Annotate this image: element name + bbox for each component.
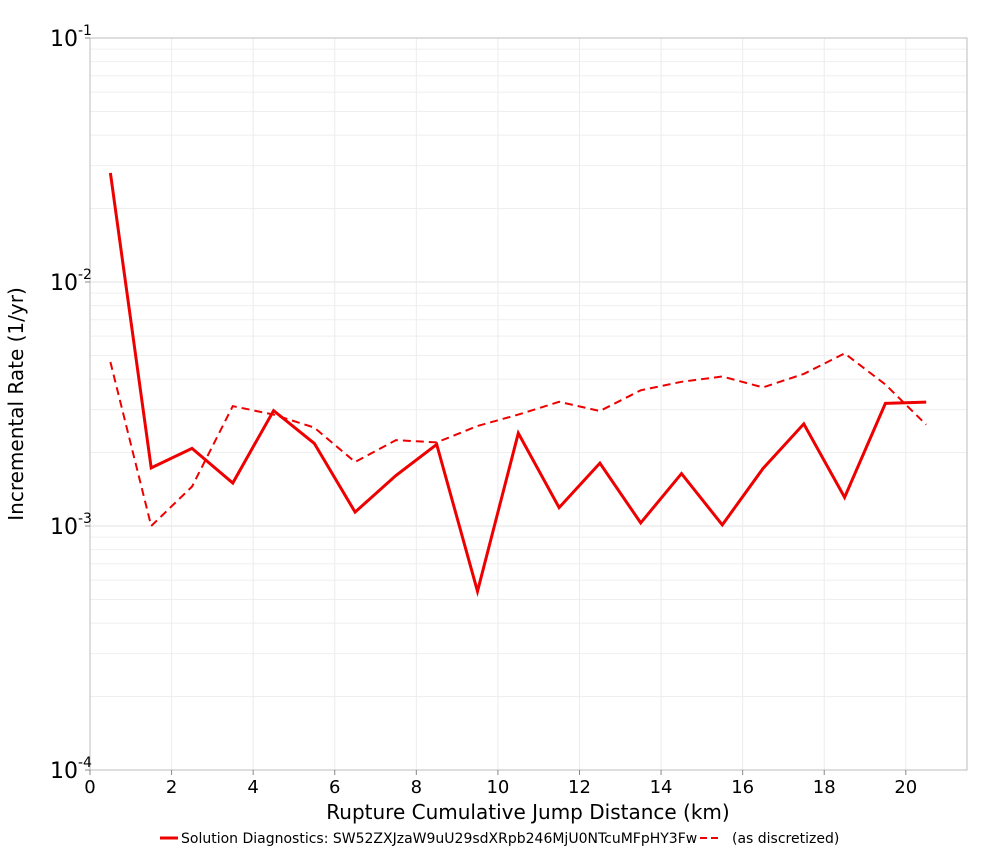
x-tick-label: 18 [813,777,836,798]
y-axis-label: Incremental Rate (1/yr) [4,287,28,520]
y-tick-label: 10-4 [50,755,92,784]
series-line-solution [108,172,927,598]
plot-frame [89,37,968,771]
series-line-discretized [109,352,927,528]
grid [90,38,967,770]
x-tick-label: 2 [166,777,177,798]
y-tick-label: 10-2 [50,267,92,296]
legend-label-discretized: (as discretized) [732,831,839,847]
x-tick-label: 16 [731,777,754,798]
y-tick-label: 10-1 [50,23,92,52]
x-axis-ticks: 0 2 4 6 8 10 12 14 16 18 20 [84,770,917,798]
x-tick-label: 6 [329,777,340,798]
x-tick-label: 4 [247,777,258,798]
legend: Solution Diagnostics: SW52ZXJzaW9uU29sdX… [160,831,839,847]
x-tick-label: 12 [568,777,591,798]
x-tick-label: 0 [84,777,95,798]
y-axis-ticks: 10-4 10-3 10-2 10-1 [50,23,92,784]
series-layer [108,172,927,598]
y-tick-label: 10-3 [50,511,92,540]
x-tick-label: 20 [894,777,917,798]
x-tick-label: 10 [486,777,509,798]
x-tick-label: 8 [411,777,422,798]
x-axis-label: Rupture Cumulative Jump Distance (km) [326,800,729,824]
x-tick-label: 14 [650,777,673,798]
legend-label-solution: Solution Diagnostics: SW52ZXJzaW9uU29sdX… [181,831,697,847]
